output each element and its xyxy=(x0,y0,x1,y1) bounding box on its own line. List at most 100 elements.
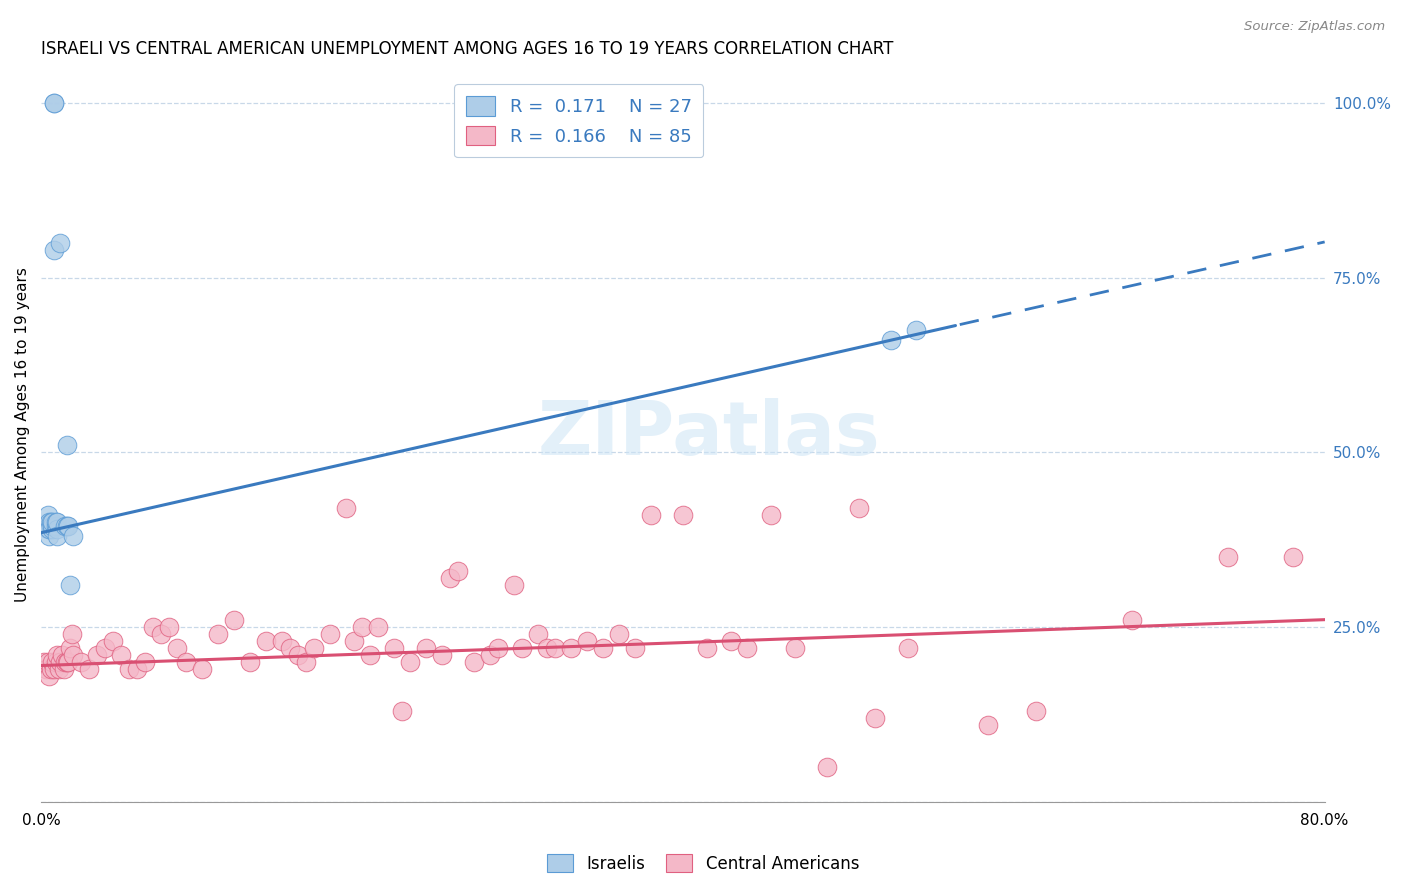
Point xyxy=(52,662,75,676)
Point xyxy=(53,518,76,533)
Point xyxy=(38,515,60,529)
Point xyxy=(38,529,60,543)
Point xyxy=(512,641,534,656)
Text: ZIPatlas: ZIPatlas xyxy=(537,399,880,471)
Point xyxy=(166,641,188,656)
Point xyxy=(302,641,325,656)
Y-axis label: Unemployment Among Ages 16 to 19 years: Unemployment Among Ages 16 to 19 years xyxy=(15,268,30,602)
Point xyxy=(486,641,509,656)
Point xyxy=(607,627,630,641)
Point xyxy=(527,627,550,641)
Point xyxy=(1025,704,1047,718)
Point xyxy=(42,95,65,110)
Point xyxy=(46,648,69,662)
Point xyxy=(343,634,366,648)
Point xyxy=(42,95,65,110)
Point xyxy=(575,634,598,648)
Point xyxy=(34,655,56,669)
Point xyxy=(239,655,262,669)
Point xyxy=(49,655,72,669)
Point xyxy=(42,243,65,257)
Point xyxy=(70,655,93,669)
Text: Source: ZipAtlas.com: Source: ZipAtlas.com xyxy=(1244,20,1385,33)
Point xyxy=(880,334,903,348)
Point xyxy=(391,704,413,718)
Point xyxy=(46,515,69,529)
Point xyxy=(319,627,342,641)
Point xyxy=(439,571,461,585)
Point xyxy=(58,518,80,533)
Point xyxy=(55,438,77,452)
Point xyxy=(623,641,645,656)
Point xyxy=(382,641,405,656)
Point xyxy=(45,515,67,529)
Point xyxy=(94,641,117,656)
Point xyxy=(35,662,58,676)
Point xyxy=(174,655,197,669)
Point xyxy=(977,718,1000,732)
Point xyxy=(543,641,565,656)
Point xyxy=(39,515,62,529)
Point xyxy=(60,627,83,641)
Point xyxy=(335,501,357,516)
Point xyxy=(815,760,838,774)
Point xyxy=(103,634,125,648)
Point xyxy=(49,235,72,250)
Point xyxy=(59,578,82,592)
Point xyxy=(110,648,132,662)
Point xyxy=(134,655,156,669)
Point xyxy=(58,655,80,669)
Point xyxy=(865,711,887,725)
Point xyxy=(62,529,84,543)
Point xyxy=(41,518,63,533)
Point xyxy=(350,620,373,634)
Point xyxy=(447,564,470,578)
Point xyxy=(39,662,62,676)
Point xyxy=(59,641,82,656)
Point xyxy=(432,648,454,662)
Point xyxy=(367,620,389,634)
Point xyxy=(479,648,502,662)
Point xyxy=(41,515,63,529)
Point xyxy=(896,641,918,656)
Point xyxy=(287,648,309,662)
Point xyxy=(1218,550,1240,565)
Point xyxy=(45,518,67,533)
Point xyxy=(640,508,662,523)
Point xyxy=(1121,613,1143,627)
Point xyxy=(672,508,695,523)
Point xyxy=(46,522,69,536)
Point xyxy=(38,669,60,683)
Point xyxy=(904,323,927,337)
Point xyxy=(118,662,141,676)
Point xyxy=(463,655,485,669)
Point xyxy=(159,620,181,634)
Point xyxy=(41,655,63,669)
Point xyxy=(720,634,742,648)
Point xyxy=(254,634,277,648)
Point xyxy=(415,641,437,656)
Point xyxy=(77,662,100,676)
Legend: Israelis, Central Americans: Israelis, Central Americans xyxy=(540,847,866,880)
Point xyxy=(278,641,301,656)
Point xyxy=(42,662,65,676)
Text: ISRAELI VS CENTRAL AMERICAN UNEMPLOYMENT AMONG AGES 16 TO 19 YEARS CORRELATION C: ISRAELI VS CENTRAL AMERICAN UNEMPLOYMENT… xyxy=(41,40,893,58)
Point xyxy=(696,641,718,656)
Point xyxy=(62,648,84,662)
Point xyxy=(536,641,558,656)
Point xyxy=(35,518,58,533)
Point xyxy=(86,648,108,662)
Point xyxy=(55,655,77,669)
Point xyxy=(759,508,782,523)
Point xyxy=(46,529,69,543)
Point xyxy=(48,662,70,676)
Point xyxy=(1281,550,1303,565)
Point xyxy=(37,655,59,669)
Point xyxy=(207,627,229,641)
Point xyxy=(51,648,73,662)
Point xyxy=(560,641,582,656)
Point xyxy=(399,655,422,669)
Legend: R =  0.171    N = 27, R =  0.166    N = 85: R = 0.171 N = 27, R = 0.166 N = 85 xyxy=(454,84,703,157)
Point xyxy=(735,641,758,656)
Point xyxy=(38,522,60,536)
